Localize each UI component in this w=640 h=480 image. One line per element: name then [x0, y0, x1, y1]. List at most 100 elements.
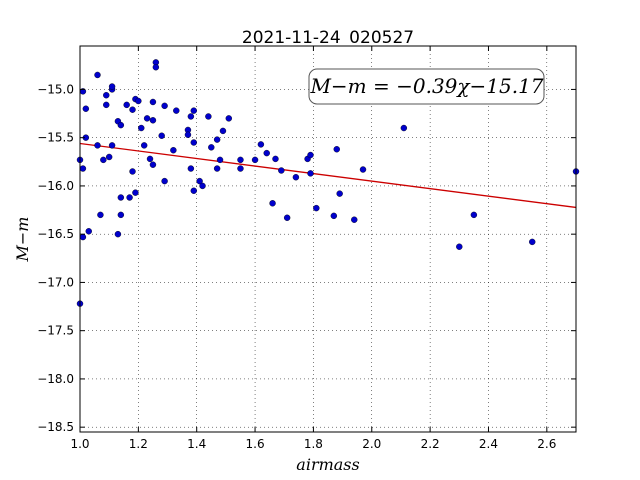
- data-point: [251, 156, 259, 164]
- fit-line: [79, 142, 577, 209]
- data-point: [117, 194, 125, 201]
- x-tick-label: 2.6: [537, 437, 556, 451]
- data-point: [292, 174, 300, 181]
- data-point: [146, 155, 154, 163]
- data-point: [129, 106, 136, 113]
- x-tick-label: 1.0: [70, 437, 89, 451]
- y-tick-label: −17.5: [37, 324, 74, 338]
- x-axis-label: airmass: [296, 455, 359, 474]
- data-point: [269, 200, 276, 207]
- x-tick-label: 2.0: [362, 437, 381, 451]
- data-point: [208, 144, 215, 151]
- data-point: [108, 142, 116, 149]
- y-tick-label: −18.0: [37, 372, 74, 386]
- data-point: [257, 141, 265, 148]
- data-point: [161, 177, 168, 185]
- data-point: [219, 127, 227, 135]
- x-tick-label: 1.8: [304, 437, 323, 451]
- data-point: [359, 166, 367, 173]
- fit-line-layer: [79, 142, 577, 209]
- y-tick-label: −15.5: [37, 131, 74, 145]
- data-point: [313, 204, 320, 212]
- data-points: [76, 59, 580, 307]
- y-tick-label: −17.0: [37, 275, 74, 289]
- data-point: [307, 151, 314, 159]
- data-point: [237, 156, 244, 164]
- data-point: [213, 165, 221, 172]
- data-point: [105, 153, 113, 161]
- data-point: [216, 156, 224, 164]
- data-point: [307, 170, 314, 177]
- data-point: [205, 113, 212, 120]
- x-tick-label: 2.4: [479, 437, 498, 451]
- data-point: [114, 230, 122, 238]
- chart-title: 2021-11-24_020527: [242, 28, 414, 48]
- data-point: [330, 212, 338, 220]
- data-point: [152, 64, 160, 71]
- data-point: [529, 238, 536, 246]
- data-point: [126, 194, 133, 201]
- plot-frame: [79, 45, 577, 433]
- data-point: [470, 211, 478, 219]
- data-point: [117, 121, 125, 129]
- data-point: [213, 136, 221, 143]
- data-point: [82, 105, 90, 112]
- data-point: [190, 107, 197, 114]
- y-tick-label: −15.0: [37, 82, 74, 96]
- y-axis-label: M−m: [13, 217, 32, 263]
- fit-annotation: M−m = −0.39χ−15.17: [308, 68, 545, 105]
- data-point: [400, 124, 408, 132]
- data-point: [199, 182, 206, 190]
- data-point: [187, 113, 195, 120]
- data-point: [138, 124, 145, 132]
- data-point: [79, 233, 87, 241]
- data-point: [97, 211, 104, 219]
- x-tick-label: 1.6: [246, 437, 265, 451]
- data-point: [170, 147, 177, 154]
- data-point: [108, 83, 116, 90]
- annotation-box: [308, 68, 545, 105]
- axis-ticks: 1.0 1.2 1.4 1.6 1.8 2.0 2.2 2.4 2.6 −15.0 −15.5 −16…: [37, 46, 576, 451]
- data-point: [187, 165, 195, 172]
- x-tick-label: 2.2: [421, 437, 440, 451]
- data-point: [196, 177, 203, 185]
- data-point: [158, 132, 165, 139]
- data-point: [117, 211, 125, 219]
- data-point: [123, 101, 130, 109]
- data-point: [190, 139, 197, 146]
- data-point: [456, 243, 463, 250]
- data-point: [283, 214, 291, 221]
- data-point: [237, 165, 244, 172]
- data-point: [173, 107, 180, 114]
- data-point: [149, 98, 157, 106]
- data-point: [140, 142, 148, 149]
- x-tick-label: 1.2: [129, 437, 148, 451]
- data-point: [351, 216, 358, 223]
- data-point: [149, 161, 157, 168]
- data-point: [184, 131, 192, 138]
- data-point: [94, 142, 101, 149]
- data-point: [79, 165, 87, 172]
- data-point: [103, 92, 110, 99]
- data-point: [132, 189, 139, 196]
- x-tick-label: 1.4: [187, 437, 206, 451]
- y-tick-label: −18.5: [37, 420, 74, 434]
- data-point: [143, 115, 151, 122]
- data-point: [278, 167, 285, 174]
- data-point: [103, 101, 110, 109]
- data-point: [333, 146, 340, 153]
- data-point: [135, 97, 142, 105]
- data-point: [161, 102, 168, 110]
- data-point: [149, 117, 157, 124]
- data-point: [100, 156, 107, 164]
- annotation-text: M−m = −0.39χ−15.17: [309, 74, 543, 98]
- data-point: [336, 190, 343, 197]
- y-tick-label: −16.5: [37, 227, 74, 241]
- data-point: [129, 168, 136, 175]
- data-point: [263, 149, 270, 157]
- y-tick-label: −16.0: [37, 179, 74, 193]
- data-point: [85, 228, 92, 235]
- data-point: [272, 155, 279, 163]
- data-point: [225, 115, 233, 122]
